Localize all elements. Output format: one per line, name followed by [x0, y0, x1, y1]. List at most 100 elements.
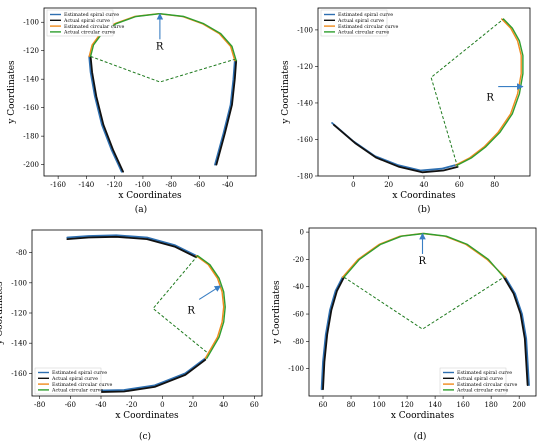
x-tick-label: 60: [250, 401, 259, 409]
legend-entry: Actual spiral curve: [456, 376, 503, 382]
x-tick-label: 120: [400, 401, 413, 409]
estimated-spiral-curve-line: [504, 276, 530, 387]
estimated-spiral-curve-line: [331, 122, 457, 172]
y-tick-label: -100: [297, 26, 313, 34]
legend-entry: Estimated circular curve: [64, 24, 124, 30]
x-tick-label: 0: [351, 181, 355, 189]
y-tick-label: -160: [11, 370, 27, 378]
legend-entry: Actual spiral curve: [51, 376, 98, 382]
y-tick-label: -140: [297, 99, 313, 107]
actual-spiral-curve-line: [66, 235, 198, 259]
actual-spiral-curve-line: [332, 124, 459, 174]
y-axis-label: y Coordinates: [0, 281, 5, 346]
x-tick-label: 40: [420, 181, 429, 189]
y-tick-label: -160: [297, 136, 313, 144]
y-tick-label: -20: [293, 256, 304, 264]
legend-entry: Actual spiral curve: [63, 18, 110, 24]
actual-spiral-curve-line: [322, 276, 345, 391]
y-tick-label: -140: [11, 340, 27, 348]
x-tick-label: -40: [95, 401, 106, 409]
radius-lines: [90, 55, 235, 83]
x-tick-label: -60: [194, 181, 205, 189]
legend-entry: Actual circular curve: [456, 388, 508, 394]
actual-circular-curve-line: [196, 254, 226, 359]
radius-label: R: [156, 41, 164, 52]
y-axis-label: y Coordinates: [7, 60, 17, 125]
x-tick-label: -120: [107, 181, 123, 189]
radius-lines: [430, 18, 504, 168]
x-tick-label: 40: [219, 401, 228, 409]
panel-c: -80 -60 -40 -20 0 20 40 60 -160 -140 -120 -100 -80 x …: [0, 229, 263, 442]
plot-frame: [308, 227, 537, 397]
estimated-spiral-curve-line: [214, 59, 236, 166]
x-axis-label: x Coordinates: [391, 411, 455, 421]
legend-entry: Actual circular curve: [51, 388, 103, 394]
x-tick-label: -60: [65, 401, 76, 409]
estimated-spiral-curve-line: [320, 276, 344, 391]
panel-d: 60 80 100 120 140 160 180 200 -100 -80 -60 -40 -20 0 x…: [272, 227, 537, 442]
estimated-circular-curve-line: [455, 18, 522, 166]
estimated-circular-curve-line: [195, 254, 225, 359]
y-tick-label: -40: [293, 283, 304, 291]
x-tick-label: -100: [135, 181, 151, 189]
panel-label: (d): [414, 431, 427, 442]
x-tick-label: 0: [160, 401, 164, 409]
x-tick-label: 20: [384, 181, 393, 189]
radius-label: R: [486, 93, 494, 104]
y-tick-label: -200: [23, 161, 39, 169]
x-tick-label: -160: [50, 181, 66, 189]
x-tick-label: 20: [189, 401, 198, 409]
legend-entry: Estimated circular curve: [52, 382, 112, 388]
x-axis-label: x Coordinates: [392, 191, 456, 201]
x-tick-label: 160: [456, 401, 469, 409]
panel-a: -160 -140 -120 -100 -80 -60 -40 -200 -180 -160 -14…: [7, 7, 257, 215]
estimated-spiral-curve-line: [66, 234, 198, 257]
y-tick-label: -120: [297, 63, 313, 71]
legend-entry: Actual circular curve: [63, 30, 115, 36]
actual-spiral-curve-line: [215, 59, 238, 166]
x-tick-label: -80: [34, 401, 45, 409]
radius-lines: [152, 255, 208, 353]
actual-circular-curve-line: [456, 18, 524, 166]
legend-entry: Estimated spiral curve: [338, 12, 393, 18]
x-axis-label: x Coordinates: [118, 191, 182, 201]
legend-entry: Estimated spiral curve: [457, 370, 512, 376]
radius-lines: [343, 276, 505, 330]
y-tick-label: -120: [11, 310, 27, 318]
y-axis-label: y Coordinates: [281, 60, 291, 125]
x-tick-label: -140: [79, 181, 95, 189]
x-tick-label: 140: [428, 401, 441, 409]
x-tick-label: 100: [372, 401, 385, 409]
y-tick-label: -80: [293, 338, 304, 346]
y-tick-label: -60: [293, 311, 304, 319]
x-tick-label: 60: [319, 401, 328, 409]
panel-label: (a): [135, 204, 147, 215]
actual-spiral-curve-line: [502, 276, 529, 387]
x-tick-label: 80: [347, 401, 356, 409]
x-tick-label: -80: [166, 181, 177, 189]
radius-arrow: [198, 285, 222, 300]
x-tick-label: 180: [484, 401, 497, 409]
radius-label: R: [187, 305, 195, 316]
y-tick-label: -180: [23, 133, 39, 141]
y-tick-label: -180: [297, 173, 313, 181]
actual-spiral-curve-line: [89, 55, 124, 173]
panel-b: 0 20 40 60 80 -180 -160 -140 -120 -100 x Coordinat…: [281, 7, 531, 215]
x-tick-label: -20: [126, 401, 137, 409]
legend-entry: Actual spiral curve: [337, 18, 384, 24]
y-tick-label: 0: [300, 229, 304, 237]
legend-entry: Actual circular curve: [337, 30, 389, 36]
y-tick-label: -140: [23, 76, 39, 84]
plot-frame: [43, 7, 257, 177]
radius-label: R: [419, 256, 427, 267]
estimated-spiral-curve-line: [88, 55, 123, 173]
y-tick-label: -100: [23, 19, 39, 27]
x-axis-label: x Coordinates: [115, 411, 179, 421]
y-tick-label: -100: [11, 279, 27, 287]
y-tick-label: -160: [23, 104, 39, 112]
